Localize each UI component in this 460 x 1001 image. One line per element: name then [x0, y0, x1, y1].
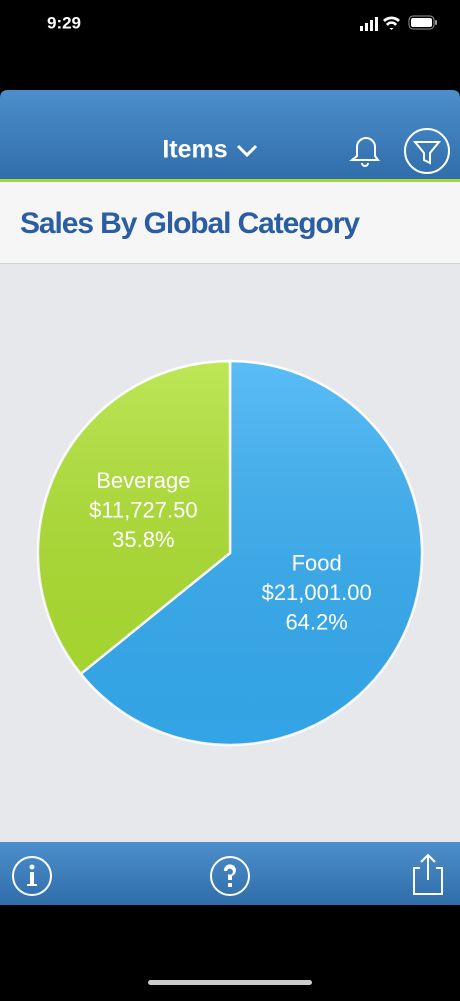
- slice-percent-label: 35.8%: [112, 527, 174, 552]
- filter-icon: [412, 141, 442, 165]
- slice-shade: [80, 361, 422, 746]
- slice-percent-label: 64.2%: [285, 610, 347, 635]
- share-button[interactable]: [413, 853, 443, 895]
- slice-label: Beverage: [96, 468, 190, 493]
- title-band: [0, 182, 460, 264]
- slice-label: Food: [292, 551, 342, 576]
- slice-shade: [37, 361, 230, 674]
- chart-title: Sales By Global Category: [20, 207, 360, 240]
- nav-bar: [0, 90, 460, 180]
- home-indicator: [148, 980, 312, 985]
- info-button[interactable]: [12, 856, 52, 896]
- status-icons: [360, 15, 437, 31]
- help-button[interactable]: [210, 856, 250, 896]
- slice-value-label: $11,727.50: [89, 497, 197, 522]
- bell-icon[interactable]: [349, 137, 380, 167]
- filter-button[interactable]: [404, 128, 450, 174]
- nav-title[interactable]: Items: [162, 136, 227, 164]
- pie: Food $21,001.00 64.2% Beverage $11,727.50 35.…: [36, 359, 424, 747]
- slice-value-label: $21,001.00: [262, 580, 372, 605]
- status-time: 9:29: [47, 13, 81, 32]
- toolbar-glyphs: [27, 864, 236, 887]
- dropdown-chevron[interactable]: [236, 144, 258, 158]
- toolbar-icons: [12, 853, 443, 896]
- divider: [0, 263, 460, 264]
- nav-accent: [0, 179, 460, 182]
